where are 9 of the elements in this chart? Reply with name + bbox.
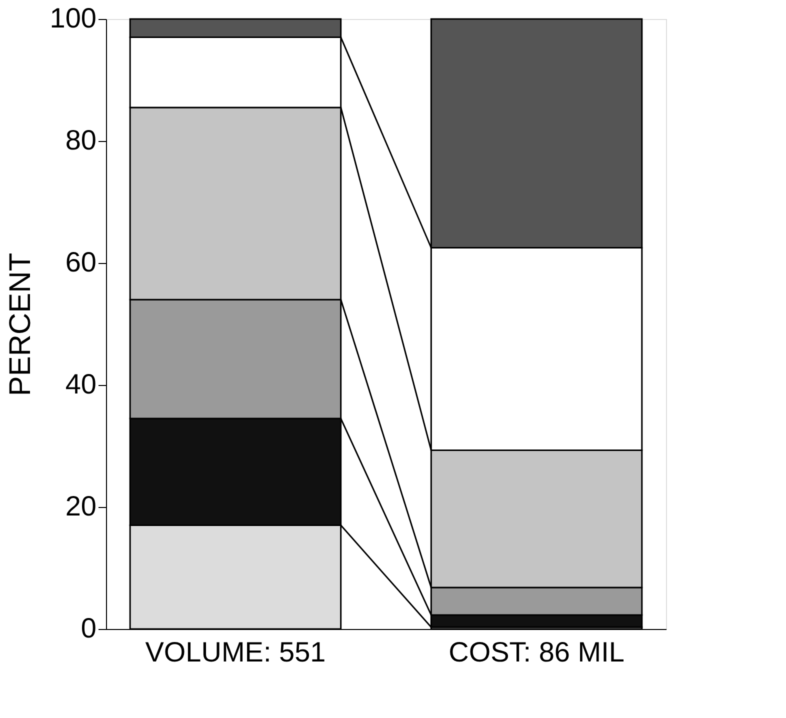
y-axis-title: PERCENT <box>4 252 37 396</box>
y-tick-label: 0 <box>80 612 96 644</box>
y-tick-label: 60 <box>65 246 96 278</box>
x-tick-label: VOLUME: 551 <box>145 636 326 668</box>
y-tick-label: 20 <box>65 490 96 522</box>
y-tick-label: 40 <box>65 368 96 400</box>
y-tick-label: 80 <box>65 124 96 156</box>
x-tick-label: COST: 86 MIL <box>448 636 624 668</box>
y-tick-label: 100 <box>50 2 96 34</box>
